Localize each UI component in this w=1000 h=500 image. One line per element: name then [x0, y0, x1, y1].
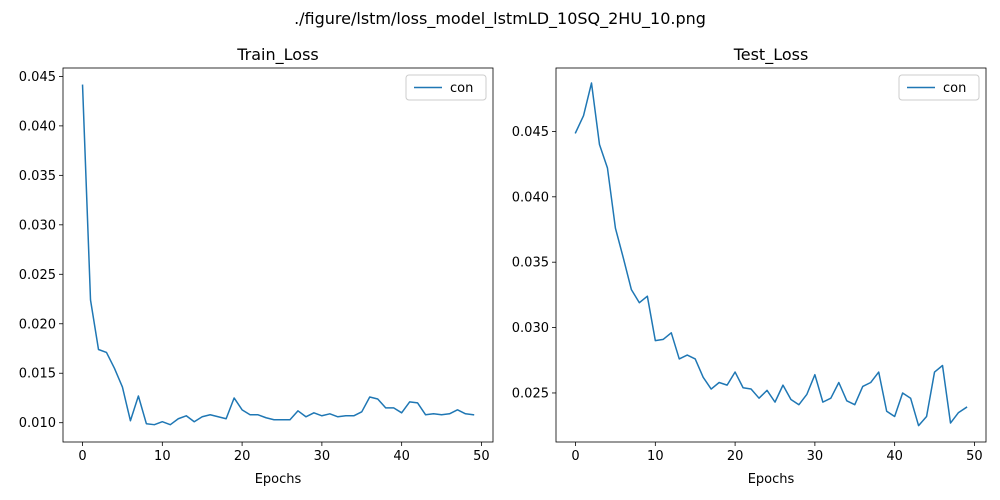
train-loss-xtick-label: 50 — [473, 449, 490, 464]
test-loss-xtick-label: 40 — [886, 449, 903, 464]
test-loss-legend-label: con — [943, 81, 966, 96]
test-loss-title: Test_Loss — [733, 45, 809, 65]
figure-title: ./figure/lstm/loss_model_lstmLD_10SQ_2HU… — [294, 9, 706, 29]
test-loss-ytick-label: 0.040 — [512, 190, 549, 205]
train-loss-ytick-label: 0.020 — [19, 317, 56, 332]
train-loss-legend-label: con — [450, 81, 473, 96]
subplot-test-loss: Test_Loss 0 10 20 30 40 50 0.025 0.030 0.035 0.040… — [512, 45, 987, 487]
test-loss-ytick-label: 0.025 — [512, 386, 549, 401]
test-loss-legend: con — [898, 74, 980, 101]
train-loss-legend: con — [405, 74, 487, 101]
subplot-train-loss: Train_Loss 0 10 20 30 40 50 0.010 0.015 0.020 0.02… — [19, 45, 494, 487]
test-loss-xtick-label: 0 — [571, 449, 579, 464]
train-loss-axes-frame — [62, 67, 494, 443]
train-loss-ytick-label: 0.025 — [19, 268, 56, 283]
train-loss-legend-box — [405, 74, 487, 101]
train-loss-xtick-label: 20 — [234, 449, 251, 464]
train-loss-ytick-label: 0.035 — [19, 169, 56, 184]
test-loss-legend-box — [898, 74, 980, 101]
train-loss-xtick-label: 10 — [154, 449, 171, 464]
test-loss-ytick-label: 0.030 — [512, 321, 549, 336]
train-loss-xtick-label: 0 — [78, 449, 86, 464]
test-loss-ytick-label: 0.035 — [512, 256, 549, 271]
test-loss-ytick-label: 0.045 — [512, 125, 549, 140]
test-loss-axes-frame — [555, 67, 987, 443]
train-loss-plot-area — [63, 68, 493, 442]
train-loss-xtick-label: 40 — [393, 449, 410, 464]
train-loss-series-con-line — [81, 84, 475, 426]
test-loss-plot-area — [556, 68, 986, 442]
test-loss-xtick-label: 20 — [727, 449, 744, 464]
train-loss-title: Train_Loss — [236, 45, 318, 65]
train-loss-ytick-label: 0.015 — [19, 367, 56, 382]
test-loss-series-con-line — [574, 82, 968, 427]
train-loss-xlabel: Epochs — [255, 472, 302, 487]
train-loss-ytick-label: 0.040 — [19, 119, 56, 134]
test-loss-xtick-label: 30 — [807, 449, 824, 464]
train-loss-ytick-label: 0.010 — [19, 416, 56, 431]
test-loss-xtick-label: 50 — [966, 449, 983, 464]
train-loss-xtick-label: 30 — [314, 449, 331, 464]
train-loss-ytick-label: 0.045 — [19, 70, 56, 85]
test-loss-xlabel: Epochs — [748, 472, 795, 487]
train-loss-ytick-label: 0.030 — [19, 218, 56, 233]
test-loss-xtick-label: 10 — [647, 449, 664, 464]
